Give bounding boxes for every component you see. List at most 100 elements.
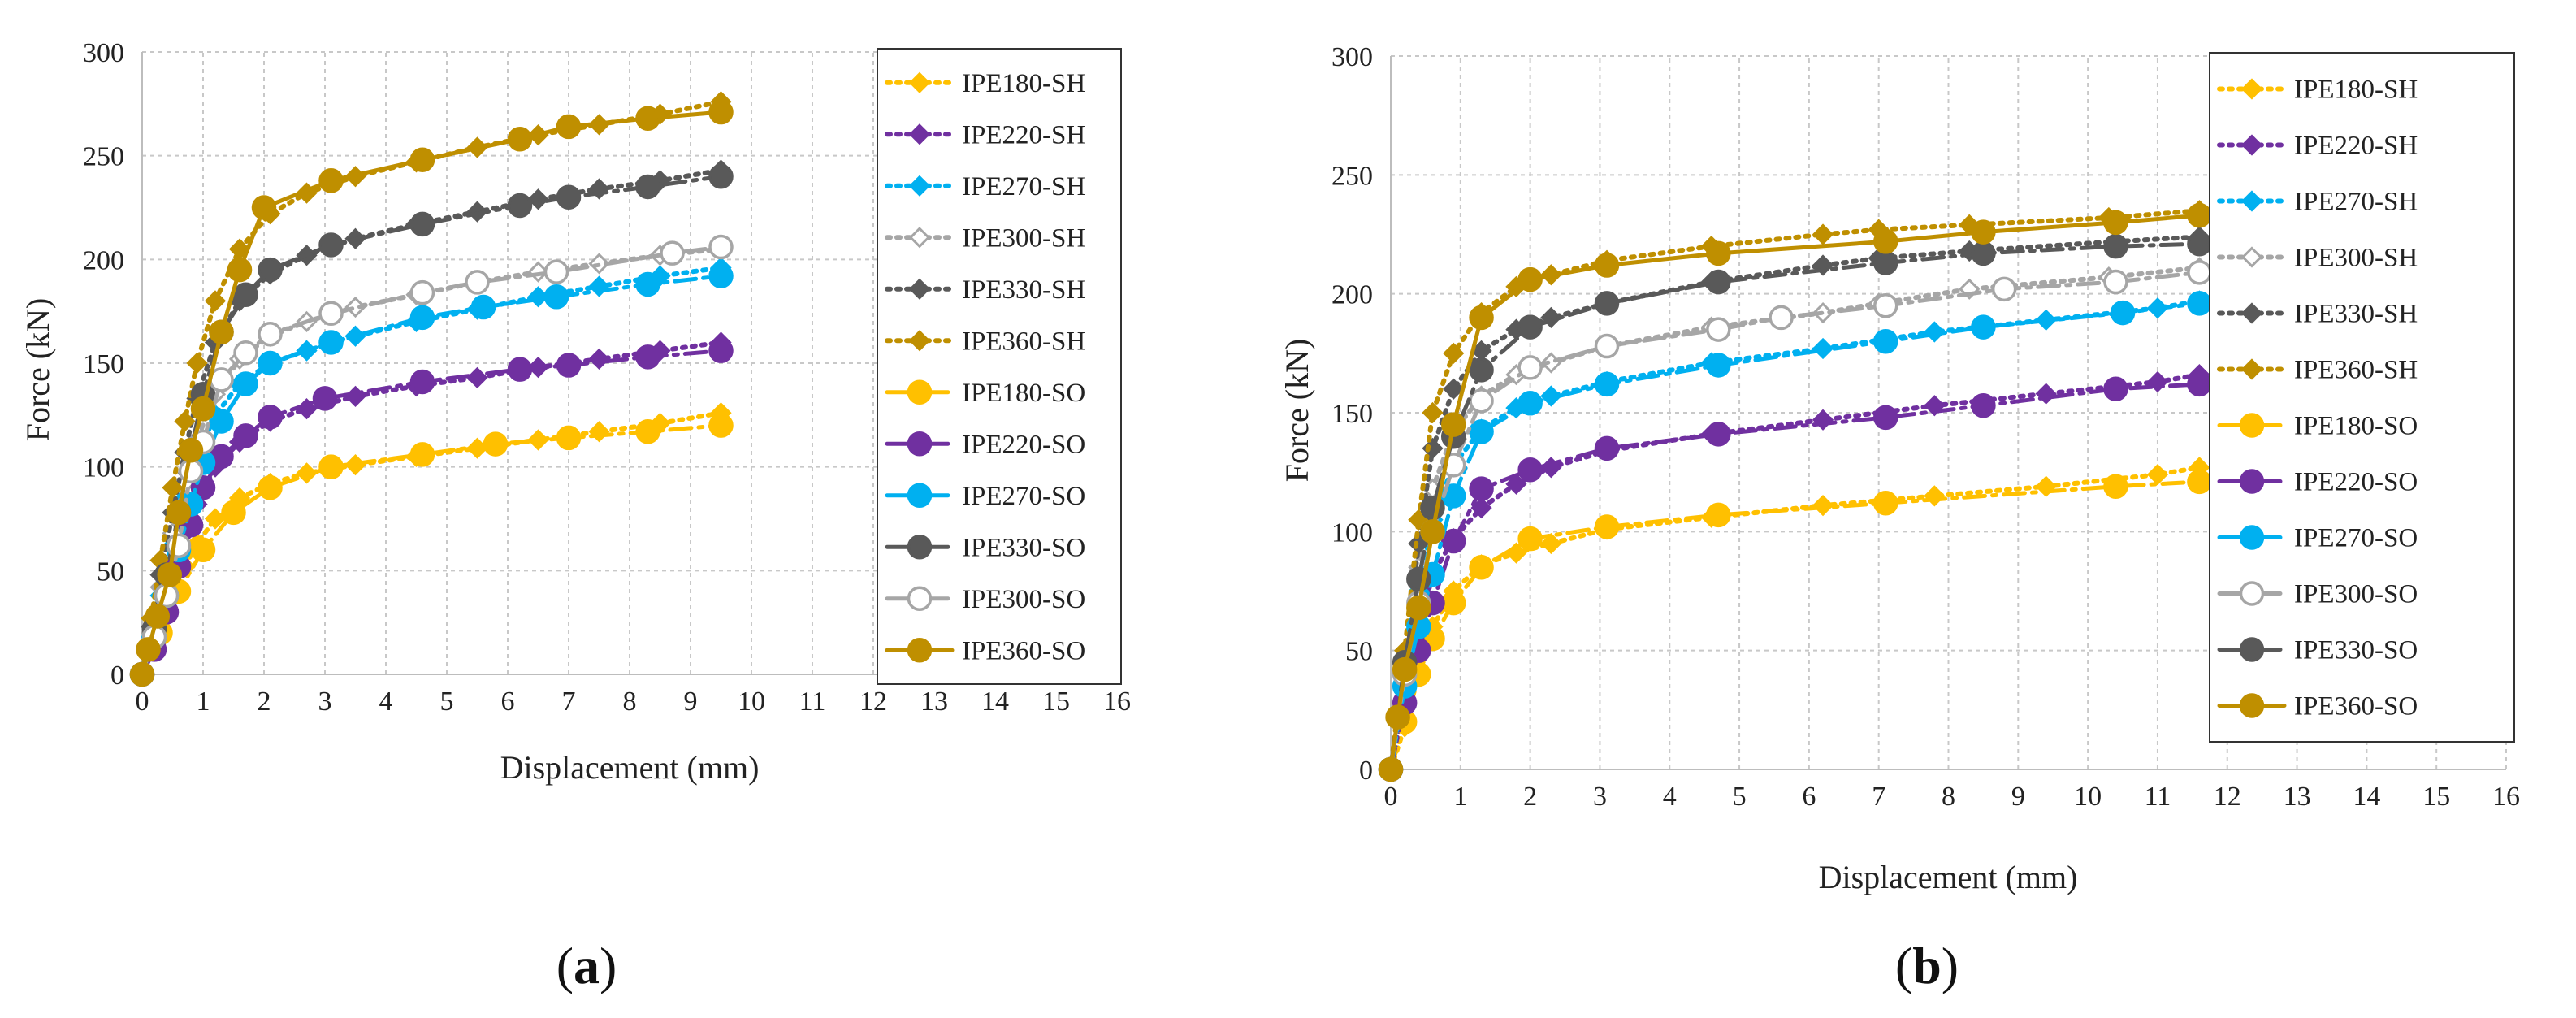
series-b-IPE360-SO (1378, 202, 2212, 782)
data-point-a-IPE330-SO-7 (233, 282, 258, 307)
data-point-a-IPE330-SO-12 (556, 184, 582, 210)
data-point-b-IPE270-SO-6 (1517, 391, 1543, 416)
series-layer-a (129, 91, 734, 687)
data-point-b-IPE300-SO-10 (1873, 293, 1898, 318)
data-point-b-IPE220-SO-8 (1706, 422, 1731, 447)
data-point-a-IPE300-SH-10 (344, 296, 366, 318)
data-point-b-IPE300-SO-13 (2187, 260, 2212, 285)
data-point-b-IPE360-SO-13 (2187, 202, 2212, 228)
legend-box-b (2209, 52, 2515, 743)
series-b-IPE220-SO (1378, 371, 2212, 782)
x-axis-title-a: Displacement (mm) (500, 749, 760, 786)
legend-item-a-11: IPE360-SO (885, 636, 1085, 665)
data-point-a-IPE330-SO-9 (318, 232, 344, 258)
data-point-a-IPE360-SO-8 (227, 257, 253, 283)
data-point-a-IPE300-SO-10 (409, 279, 435, 305)
y-tick-label-a-4: 200 (83, 245, 124, 275)
data-point-a-IPE270-SO-12 (543, 284, 569, 310)
chart-panel-b: 0 1 2 3 4 5 6 7 8 9 10 11 12 13 14 15 160501001502002503… (1279, 42, 2520, 994)
series-line-a-IPE360-SO (140, 110, 723, 677)
data-point-b-IPE360-SO-9 (1706, 240, 1731, 266)
data-point-a-IPE360-SO-0 (129, 661, 155, 687)
legend-item-a-8: IPE270-SO (885, 482, 1085, 511)
data-point-a-IPE180-SO-10 (635, 419, 660, 444)
data-point-a-IPE300-SO-12 (543, 259, 569, 284)
data-point-a-IPE220-SH-12 (466, 366, 488, 388)
data-point-b-IPE270-SO-5 (1469, 419, 1494, 444)
data-point-b-IPE220-SH-5 (1470, 496, 1492, 519)
legend-item-a-0: IPE180-SH (885, 69, 1085, 98)
data-point-b-IPE180-SO-4 (1440, 590, 1466, 616)
legend-marker-b-3 (2240, 246, 2263, 268)
x-tick-label-b-7: 7 (1872, 782, 1885, 812)
data-point-b-IPE330-SO-5 (1469, 357, 1494, 383)
data-point-b-IPE270-SO-8 (1706, 353, 1731, 378)
legend-marker-b-7 (2239, 469, 2265, 494)
legend-a: IPE180-SH IPE220-SH IPE270-SH IPE300-SH IPE3… (877, 48, 1122, 685)
legend-item-b-2: IPE270-SH (2217, 188, 2418, 217)
data-point-a-IPE300-SO-11 (465, 270, 490, 295)
legend-marker-a-3 (908, 227, 931, 249)
data-point-a-IPE300-SO-9 (318, 301, 344, 326)
axes-b (1390, 56, 2506, 770)
legend-item-b-1: IPE220-SH (2217, 132, 2418, 161)
legend-label-b-7: IPE220-SO (2294, 468, 2418, 497)
data-point-a-IPE180-SO-5 (258, 474, 283, 500)
legend-marker-b-10 (2239, 637, 2265, 662)
series-line-b-IPE220-SH (1388, 372, 2202, 772)
legend-item-b-3: IPE300-SH (2217, 244, 2418, 273)
legend-marker-a-11 (907, 638, 933, 663)
data-point-a-IPE360-SH-5 (186, 352, 208, 375)
data-point-b-IPE220-SO-12 (2187, 371, 2212, 397)
data-point-b-IPE360-SO-4 (1420, 519, 1445, 544)
legend-label-a-9: IPE330-SO (962, 533, 1085, 562)
legend-label-b-0: IPE180-SH (2294, 76, 2418, 105)
legend-item-a-2: IPE270-SH (885, 172, 1085, 201)
x-tick-label-b-2: 2 (1523, 782, 1537, 812)
data-point-b-IPE330-SO-7 (1594, 291, 1620, 316)
data-point-a-IPE360-SH-6 (204, 290, 227, 312)
series-b-IPE180-SH (1379, 457, 2210, 781)
legend-label-b-4: IPE330-SH (2294, 300, 2418, 329)
y-tick-label-a-0: 0 (110, 661, 124, 691)
data-point-a-IPE220-SO-11 (507, 357, 533, 382)
y-tick-label-b-4: 200 (1331, 280, 1373, 310)
data-point-a-IPE180-SO-4 (221, 500, 246, 526)
legend-label-a-7: IPE220-SO (962, 430, 1085, 459)
data-point-a-IPE360-SH-4 (174, 410, 196, 432)
panel-label-open-a: ( (556, 937, 574, 994)
series-line-b-IPE220-SO (1388, 382, 2202, 772)
data-point-a-IPE270-SO-13 (635, 271, 660, 297)
legend-label-b-6: IPE180-SO (2294, 412, 2418, 441)
legend-label-a-11: IPE360-SO (962, 636, 1085, 665)
data-point-a-IPE270-SO-14 (708, 263, 734, 289)
data-point-b-IPE220-SO-5 (1469, 476, 1494, 501)
y-tick-label-b-3: 150 (1331, 399, 1373, 429)
x-tick-label-a-10: 10 (738, 687, 765, 717)
legend-label-b-8: IPE270-SO (2294, 524, 2418, 553)
legend-label-b-2: IPE270-SH (2294, 188, 2418, 217)
x-tick-label-a-1: 1 (197, 687, 210, 717)
data-point-b-IPE330-SO-11 (2103, 233, 2128, 259)
data-point-a-IPE180-SO-9 (556, 425, 582, 451)
legend-label-a-4: IPE330-SH (962, 275, 1085, 305)
data-point-b-IPE300-SO-6 (1517, 355, 1543, 380)
data-point-a-IPE270-SO-9 (318, 330, 344, 355)
legend-item-b-10: IPE330-SO (2217, 636, 2418, 665)
series-layer-b (1378, 200, 2212, 782)
panel-label-close-b: ) (1942, 937, 1959, 994)
x-tick-label-a-0: 0 (136, 687, 149, 717)
legend-item-b-0: IPE180-SH (2217, 76, 2418, 105)
data-point-b-IPE300-SO-7 (1594, 333, 1620, 359)
legend-item-a-3: IPE300-SH (885, 223, 1085, 253)
x-tick-label-b-4: 4 (1663, 782, 1677, 812)
series-line-b-IPE360-SH (1388, 208, 2202, 772)
data-point-b-IPE360-SO-5 (1440, 412, 1466, 437)
legend-item-b-11: IPE360-SO (2217, 692, 2418, 721)
data-point-a-IPE330-SO-8 (258, 257, 283, 283)
legend-marker-b-11 (2239, 693, 2265, 718)
data-point-b-IPE330-SO-10 (1971, 240, 1996, 266)
data-point-a-IPE220-SO-10 (409, 369, 435, 395)
data-point-a-IPE180-SO-6 (318, 454, 344, 479)
legend-marker-a-10 (907, 586, 933, 611)
